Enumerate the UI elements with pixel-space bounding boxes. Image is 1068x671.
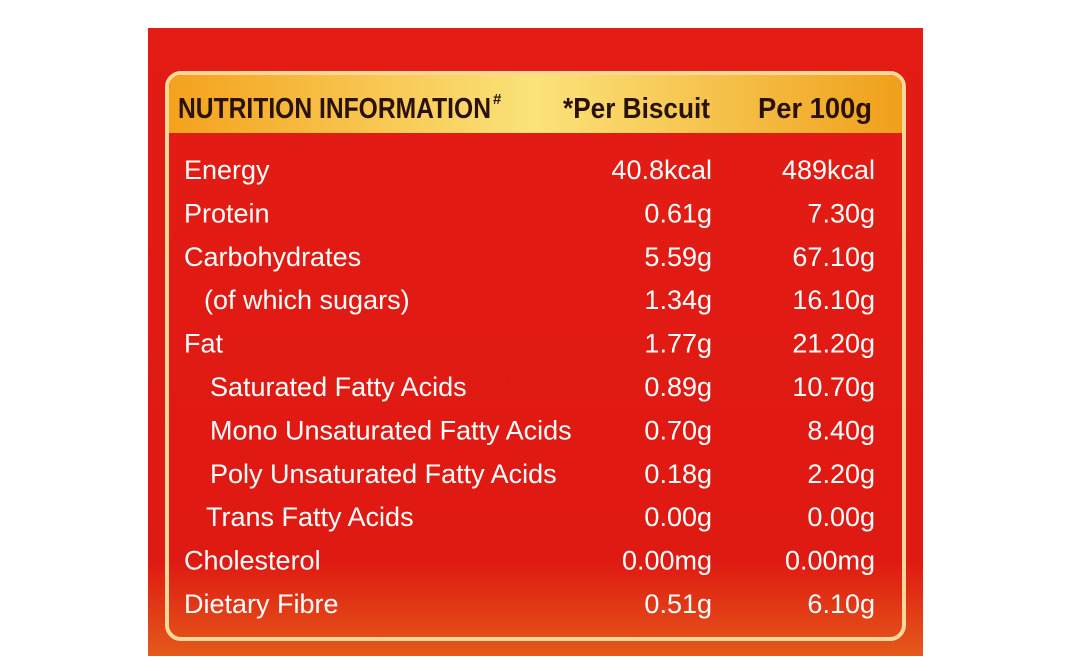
per-100g-value: 2.20g (807, 459, 875, 489)
per-biscuit-value: 1.34g (644, 285, 712, 315)
per-biscuit-value: 5.59g (644, 242, 712, 272)
per-100g-value: 489kcal (782, 155, 875, 185)
table-title: NUTRITION INFORMATION (178, 93, 491, 125)
per-biscuit-value: 0.00mg (622, 546, 712, 576)
row-label: Protein (184, 198, 270, 228)
per-biscuit-value: 0.18g (644, 459, 712, 489)
table-body: Energy 40.8kcal 489kcal Protein 0.61g 7.30g Ca… (184, 155, 875, 619)
row-label: Carbohydrates (184, 242, 361, 272)
per-100g-value: 21.20g (792, 329, 875, 359)
per-biscuit-value: 1.77g (644, 329, 712, 359)
row-label: Energy (184, 155, 270, 185)
column-header: *Per Biscuit (563, 93, 710, 125)
table-border (165, 71, 906, 641)
row-label: (of which sugars) (204, 285, 410, 315)
per-100g-value: 67.10g (792, 242, 875, 272)
per-100g-value: 7.30g (807, 198, 875, 228)
per-biscuit-value: 0.00g (644, 502, 712, 532)
per-100g-value: 8.40g (807, 415, 875, 445)
per-100g-value: 16.10g (792, 285, 875, 315)
per-biscuit-value: 0.70g (644, 415, 712, 445)
title-mark: # (493, 91, 502, 108)
per-100g-value: 10.70g (792, 372, 875, 402)
row-label: Saturated Fatty Acids (210, 372, 467, 402)
row-label: Trans Fatty Acids (206, 502, 414, 532)
per-biscuit-value: 0.89g (644, 372, 712, 402)
header-band (169, 75, 902, 133)
column-header: Per 100g (758, 93, 872, 125)
per-biscuit-value: 0.51g (644, 589, 712, 619)
per-100g-value: 0.00g (807, 502, 875, 532)
row-label: Fat (184, 329, 224, 359)
per-100g-value: 6.10g (807, 589, 875, 619)
per-biscuit-value: 0.61g (644, 198, 712, 228)
per-biscuit-value: 40.8kcal (611, 155, 712, 185)
per-100g-value: 0.00mg (785, 546, 875, 576)
row-label: Dietary Fibre (184, 589, 339, 619)
row-label: Poly Unsaturated Fatty Acids (210, 459, 557, 489)
row-label: Cholesterol (184, 546, 321, 576)
row-label: Mono Unsaturated Fatty Acids (210, 415, 572, 445)
